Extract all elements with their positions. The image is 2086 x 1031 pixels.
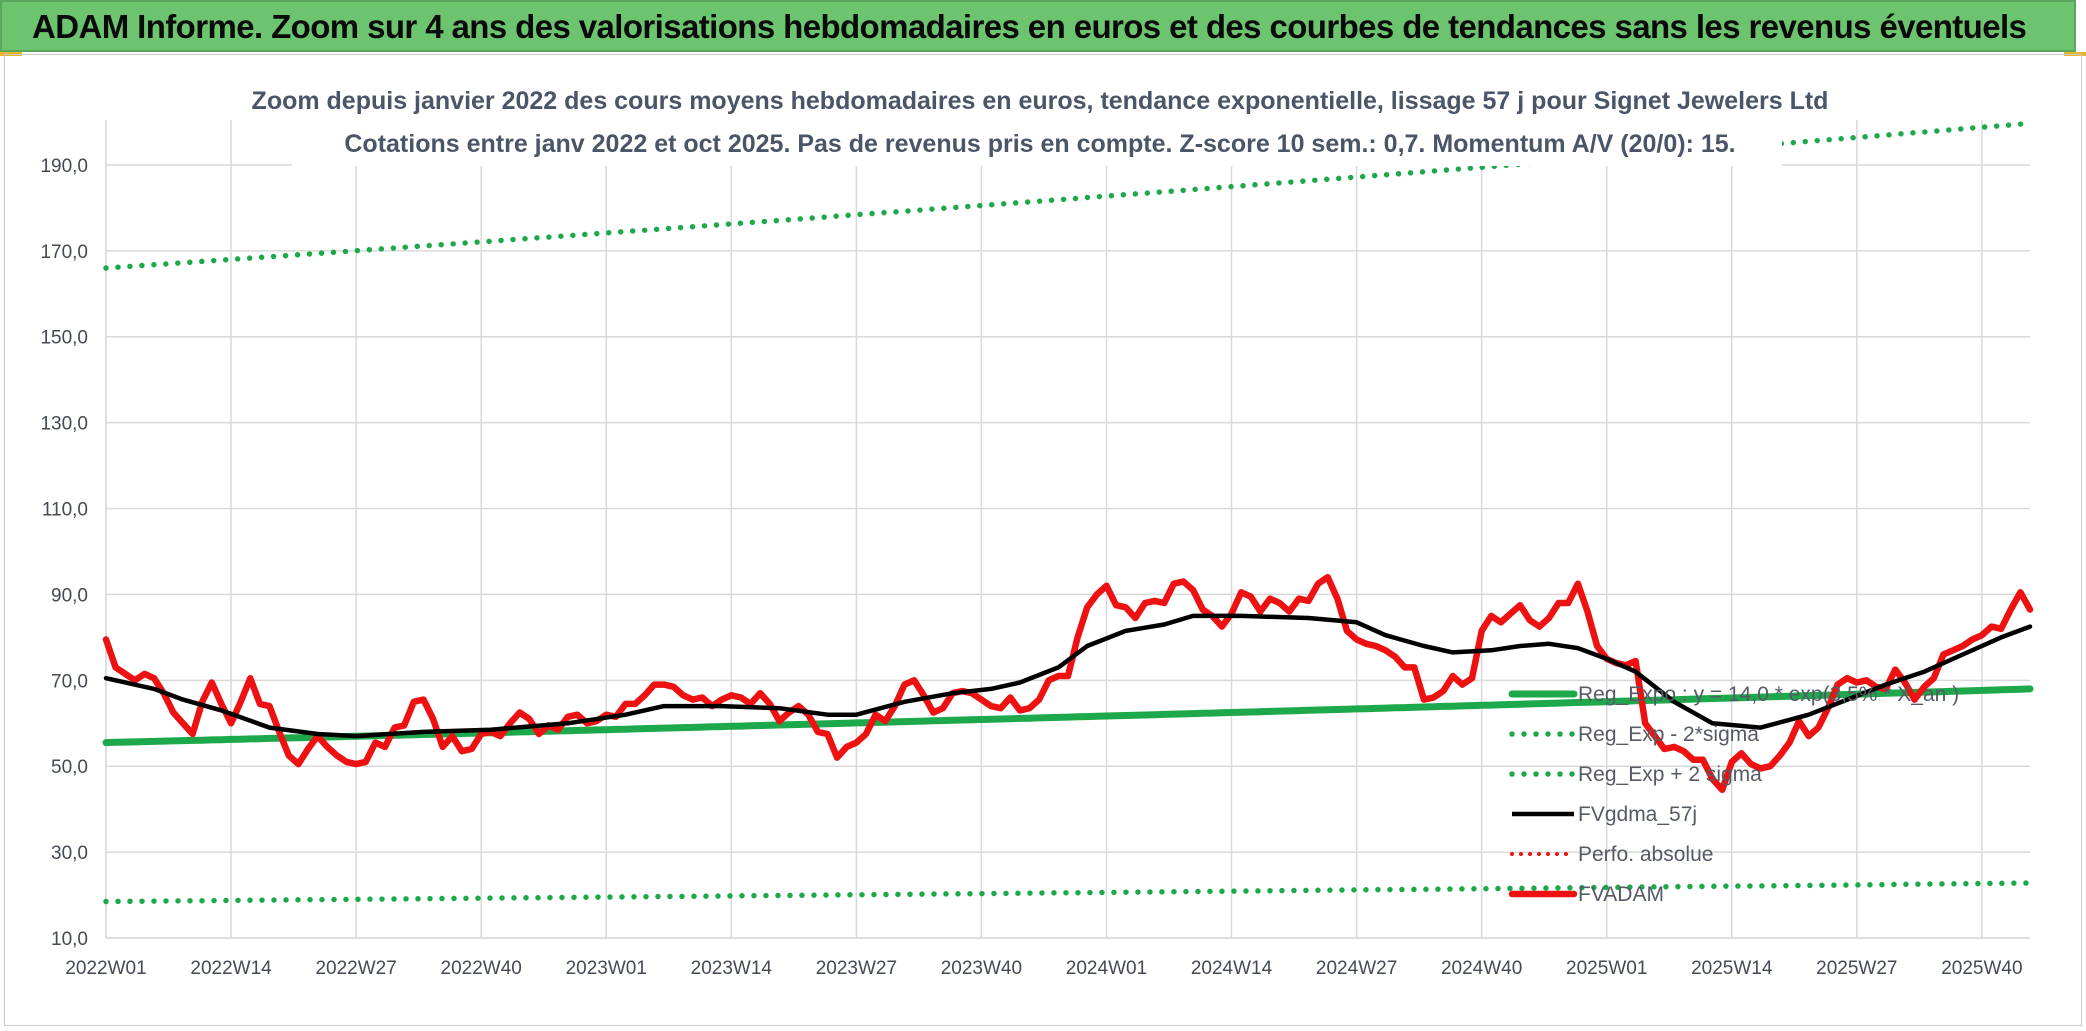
y-tick-label: 130,0 xyxy=(40,414,88,435)
x-tick-label: 2022W01 xyxy=(65,958,146,979)
y-tick-label: 110,0 xyxy=(42,500,88,521)
grid xyxy=(105,120,2030,939)
page-title: ADAM Informe. Zoom sur 4 ans des valoris… xyxy=(32,8,2027,45)
x-tick-label: 2023W14 xyxy=(691,958,773,979)
legend-reg-exp-plus-label: Reg_Exp + 2 sigma xyxy=(1578,763,1762,786)
y-tick-label: 70,0 xyxy=(51,671,88,692)
x-tick-label: 2025W14 xyxy=(1691,958,1773,979)
legend-reg-exp-minus-label: Reg_Exp - 2*sigma xyxy=(1578,723,1759,746)
axes: 10,0 30,0 50,0 70,0 90,0 110,0 130,0 150,0 170,0… xyxy=(40,156,2022,979)
legend-perfo-absolue-label: Perfo. absolue xyxy=(1578,843,1713,866)
y-tick-label: 150,0 xyxy=(40,328,88,349)
x-tick-label: 2023W40 xyxy=(941,958,1022,979)
x-tick-label: 2024W14 xyxy=(1191,958,1273,979)
y-tick-label: 50,0 xyxy=(51,757,88,778)
legend-reg-expo-label: Reg_Expo : y = 14,0 * exp(3,5% * X_an ) xyxy=(1578,683,1959,706)
series-reg-expo xyxy=(102,685,2034,747)
x-tick-label: 2024W01 xyxy=(1066,958,1147,979)
x-tick-label: 2025W40 xyxy=(1941,958,2022,979)
legend: Reg_Expo : y = 14,0 * exp(3,5% * X_an ) R… xyxy=(1508,683,1959,906)
legend-fvgdma-label: FVgdma_57j xyxy=(1578,803,1697,826)
header-bar: ADAM Informe. Zoom sur 4 ans des valoris… xyxy=(0,0,2076,52)
y-tick-label: 170,0 xyxy=(40,242,88,263)
series-fvgdma-57j xyxy=(103,613,2033,739)
y-tick-label: 10,0 xyxy=(51,929,88,950)
y-tick-label: 190,0 xyxy=(40,156,88,177)
x-tick-label: 2025W01 xyxy=(1566,958,1647,979)
chart-area xyxy=(4,54,2082,1026)
chart-title-line-1: Zoom depuis janvier 2022 des cours moyen… xyxy=(252,87,1829,115)
x-tick-label: 2022W40 xyxy=(441,958,522,979)
y-tick-label: 90,0 xyxy=(51,585,88,606)
x-tick-label: 2025W27 xyxy=(1816,958,1897,979)
legend-fvadam-label: FVADAM xyxy=(1578,883,1664,906)
x-tick-label: 2022W27 xyxy=(315,958,396,979)
chart-title-background xyxy=(292,80,1782,166)
y-tick-label: 30,0 xyxy=(51,843,88,864)
x-tick-label: 2024W40 xyxy=(1441,958,1522,979)
chart-title-line-2: Cotations entre janv 2022 et oct 2025. P… xyxy=(344,130,1735,158)
x-tick-label: 2024W27 xyxy=(1316,958,1397,979)
x-tick-label: 2023W27 xyxy=(816,958,897,979)
series-reg-exp-minus-2-sigma xyxy=(103,880,2033,905)
x-tick-label: 2022W14 xyxy=(190,958,272,979)
chart-title: Zoom depuis janvier 2022 des cours moyen… xyxy=(252,80,1829,166)
x-tick-label: 2023W01 xyxy=(566,958,647,979)
